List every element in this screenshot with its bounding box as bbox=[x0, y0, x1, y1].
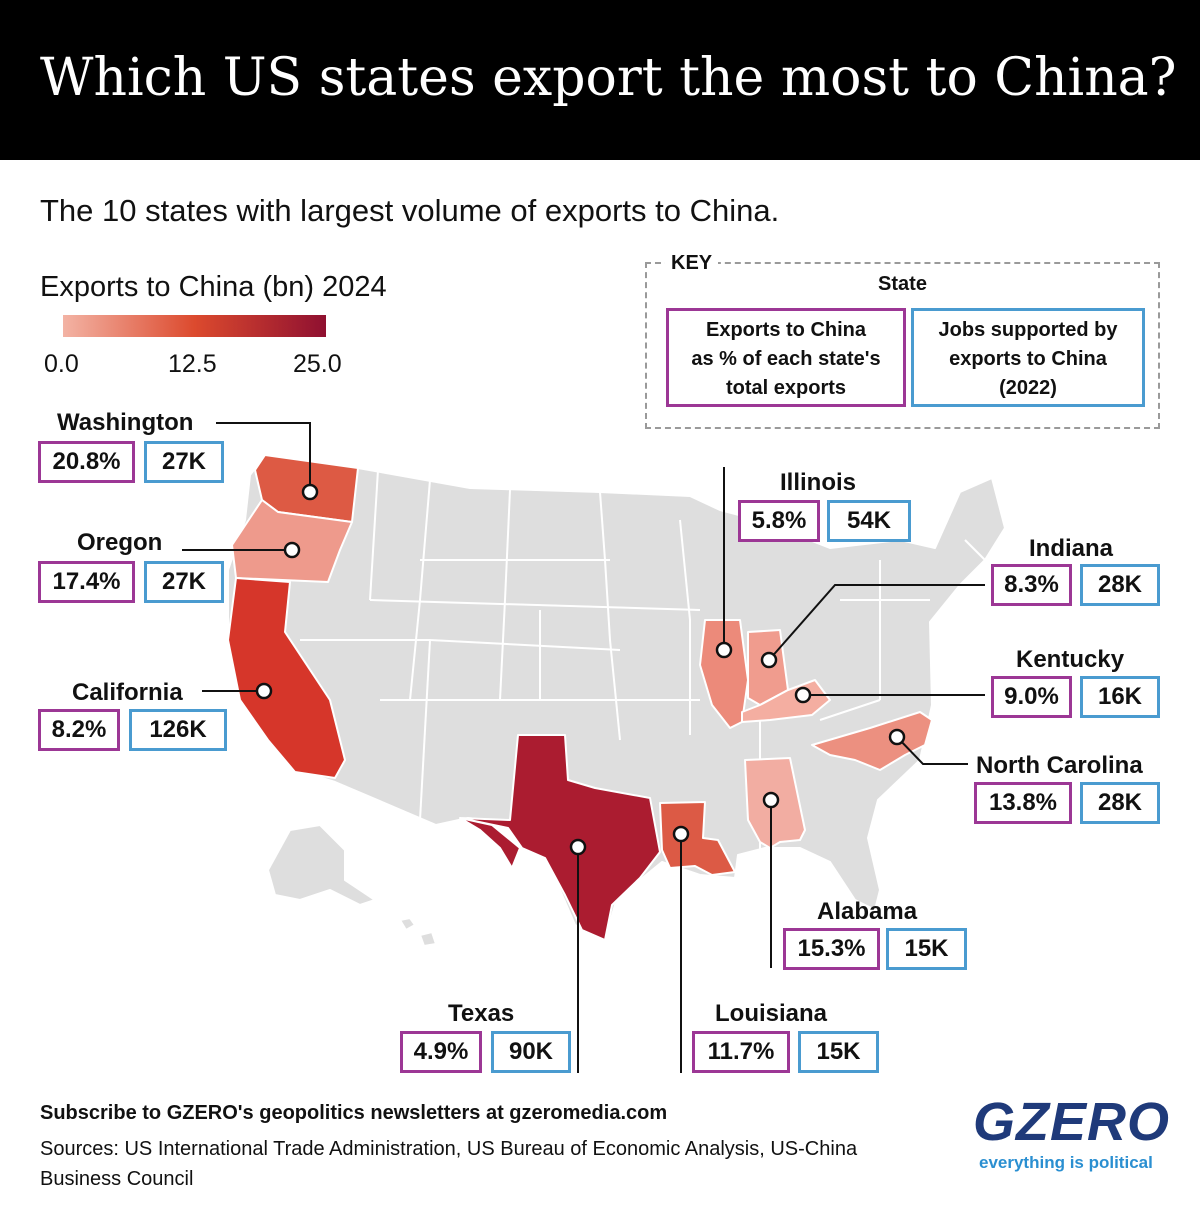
jobs-indiana: 28K bbox=[1080, 564, 1160, 606]
pct-illinois: 5.8% bbox=[738, 500, 820, 542]
key-pct-line-3: total exports bbox=[725, 377, 847, 399]
legend-tick-max: 25.0 bbox=[293, 350, 342, 378]
label-north-carolina: North Carolina bbox=[976, 752, 1143, 779]
label-louisiana: Louisiana bbox=[715, 1000, 828, 1027]
label-washington: Washington bbox=[57, 409, 194, 436]
alaska-shape bbox=[267, 824, 376, 906]
key-jobs-box: Jobs supported by exports to China (2022… bbox=[911, 308, 1145, 407]
jobs-illinois: 54K bbox=[827, 500, 911, 542]
marker-california bbox=[255, 682, 273, 700]
jobs-kentucky: 16K bbox=[1080, 676, 1160, 718]
state-texas bbox=[459, 734, 661, 941]
legend-tick-min: 0.0 bbox=[44, 350, 79, 378]
marker-indiana bbox=[760, 651, 778, 669]
key-frame bbox=[645, 262, 1160, 429]
marker-illinois bbox=[715, 641, 733, 659]
marker-oregon bbox=[283, 541, 301, 559]
key-label: KEY bbox=[665, 252, 719, 275]
gzero-logo: GZERO bbox=[973, 1092, 1171, 1152]
pct-california: 8.2% bbox=[38, 709, 120, 751]
marker-washington bbox=[301, 483, 319, 501]
state-borders bbox=[300, 469, 986, 850]
pct-louisiana: 11.7% bbox=[692, 1031, 790, 1073]
pct-kentucky: 9.0% bbox=[991, 676, 1072, 718]
label-texas: Texas bbox=[448, 1000, 515, 1027]
marker-kentucky bbox=[794, 686, 812, 704]
logo-tagline: everything is political bbox=[979, 1153, 1153, 1172]
legend-tick-mid: 12.5 bbox=[168, 350, 217, 378]
footer-sources: Sources: US International Trade Administ… bbox=[40, 1138, 858, 1190]
state-california bbox=[227, 577, 346, 779]
pct-alabama: 15.3% bbox=[783, 928, 880, 970]
label-oregon: Oregon bbox=[77, 529, 163, 556]
label-alabama: Alabama bbox=[817, 898, 918, 925]
title-bar: Which US states export the most to China… bbox=[0, 0, 1200, 160]
pct-oregon: 17.4% bbox=[38, 561, 135, 603]
pct-texas: 4.9% bbox=[400, 1031, 482, 1073]
pct-north-carolina: 13.8% bbox=[974, 782, 1072, 824]
marker-louisiana bbox=[672, 825, 690, 843]
hawaii-shape bbox=[399, 917, 437, 947]
jobs-louisiana: 15K bbox=[798, 1031, 879, 1073]
state-louisiana bbox=[659, 801, 736, 876]
key-jobs-line-2: exports to China bbox=[949, 348, 1107, 370]
legend-title: Exports to China (bn) 2024 bbox=[40, 271, 387, 303]
key-state-label: State bbox=[878, 273, 927, 295]
pct-indiana: 8.3% bbox=[991, 564, 1072, 606]
footer-subscribe: Subscribe to GZERO's geopolitics newslet… bbox=[40, 1102, 668, 1124]
leader-indiana bbox=[768, 584, 985, 661]
jobs-texas: 90K bbox=[491, 1031, 571, 1073]
key-jobs-line-1: Jobs supported by bbox=[938, 319, 1118, 341]
key-pct-line-1: Exports to China bbox=[705, 319, 866, 341]
state-north-carolina bbox=[811, 711, 933, 771]
page-title: Which US states export the most to China… bbox=[40, 48, 1177, 108]
jobs-oregon: 27K bbox=[144, 561, 224, 603]
jobs-california: 126K bbox=[129, 709, 227, 751]
key-pct-box: Exports to China as % of each state's to… bbox=[666, 308, 906, 407]
jobs-washington: 27K bbox=[144, 441, 224, 483]
label-kentucky: Kentucky bbox=[1016, 646, 1125, 673]
jobs-alabama: 15K bbox=[886, 928, 967, 970]
label-indiana: Indiana bbox=[1029, 535, 1114, 562]
leader-lines bbox=[182, 422, 985, 1073]
label-illinois: Illinois bbox=[780, 469, 857, 496]
marker-north-carolina bbox=[888, 728, 906, 746]
pct-washington: 20.8% bbox=[38, 441, 135, 483]
key-jobs-line-3: (2022) bbox=[999, 377, 1057, 399]
label-california: California bbox=[72, 679, 183, 706]
leader-north-carolina bbox=[896, 736, 968, 765]
key-pct-line-2: as % of each state's bbox=[691, 348, 881, 370]
legend-color-scale bbox=[63, 315, 326, 337]
subtitle: The 10 states with largest volume of exp… bbox=[40, 193, 780, 228]
marker-alabama bbox=[762, 791, 780, 809]
state-markers bbox=[255, 483, 906, 856]
leader-washington bbox=[216, 422, 311, 492]
jobs-north-carolina: 28K bbox=[1080, 782, 1160, 824]
state-illinois bbox=[699, 619, 749, 729]
marker-texas bbox=[569, 838, 587, 856]
